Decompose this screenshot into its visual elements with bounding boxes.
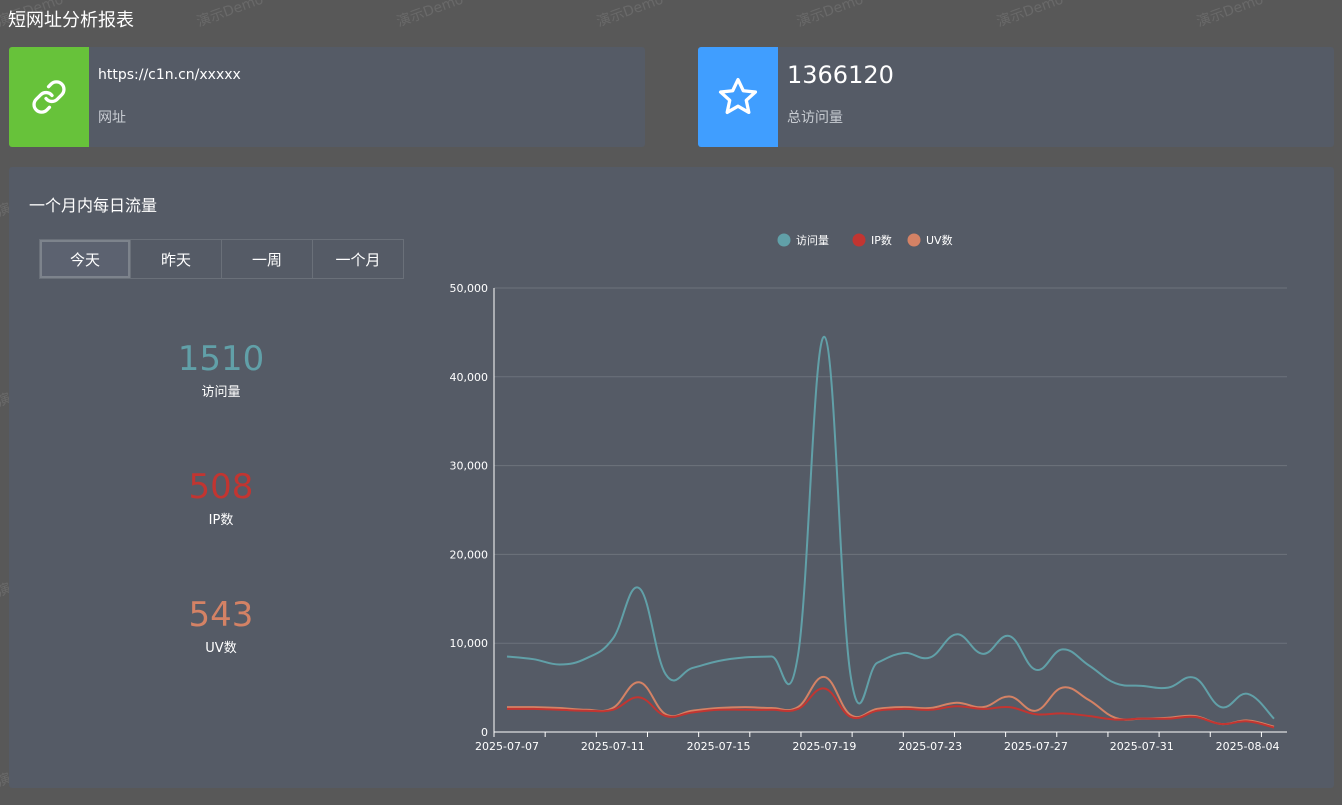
x-tick-label: 2025-07-27 xyxy=(1004,740,1068,753)
watermark-text: 演示Demo xyxy=(594,0,666,31)
tab-today[interactable]: 今天 xyxy=(40,240,131,278)
legend-marker-2 xyxy=(907,233,921,247)
link-icon-box xyxy=(9,47,89,147)
url-card: https://c1n.cn/xxxxx 网址 xyxy=(9,47,645,147)
stat-unique-visitors: 543 UV数 xyxy=(121,595,321,656)
watermark-text: 演示Demo xyxy=(994,0,1066,31)
watermark-text: 演示Demo xyxy=(394,0,466,31)
page-title: 短网址分析报表 xyxy=(8,10,134,31)
watermark-text: 演示Demo xyxy=(194,0,266,31)
x-tick-label: 2025-07-31 xyxy=(1110,740,1174,753)
x-tick-label: 2025-07-23 xyxy=(898,740,962,753)
watermark-text: 演示Demo xyxy=(794,0,866,31)
x-tick-label: 2025-08-04 xyxy=(1216,740,1280,753)
series-line-1 xyxy=(506,687,1275,729)
series-line-0 xyxy=(506,335,1275,720)
y-tick-label: 50,000 xyxy=(450,282,489,295)
x-tick-label: 2025-07-07 xyxy=(475,740,539,753)
legend-label-2: UV数 xyxy=(926,234,953,247)
y-tick-label: 40,000 xyxy=(450,371,489,384)
total-visits-label: 总访问量 xyxy=(787,110,843,126)
url-value[interactable]: https://c1n.cn/xxxxx xyxy=(98,67,241,83)
legend-marker-1 xyxy=(852,233,866,247)
total-visits-card: 1366120 总访问量 xyxy=(698,47,1334,147)
stat-ip-count: 508 IP数 xyxy=(121,467,321,528)
url-label: 网址 xyxy=(98,110,126,126)
x-tick-label: 2025-07-15 xyxy=(687,740,751,753)
stat-page-views: 1510 访问量 xyxy=(121,339,321,400)
legend-label-0: 访问量 xyxy=(796,234,829,247)
period-tabs: 今天 昨天 一周 一个月 xyxy=(39,239,404,279)
x-tick-label: 2025-07-19 xyxy=(792,740,856,753)
star-icon xyxy=(718,77,758,115)
y-tick-label: 30,000 xyxy=(450,460,489,473)
stat-ip-count-value: 508 xyxy=(188,467,254,507)
link-icon xyxy=(32,80,66,114)
tab-month[interactable]: 一个月 xyxy=(335,250,381,269)
star-icon-box xyxy=(698,47,778,147)
panel-title: 一个月内每日流量 xyxy=(29,196,158,215)
traffic-line-chart: 0 10,000 20,000 30,000 40,000 50,000 2025-07-0… xyxy=(450,233,1287,753)
watermark-text: 演示Demo xyxy=(1194,0,1266,31)
legend-marker-0 xyxy=(777,233,791,247)
stat-unique-visitors-label: UV数 xyxy=(205,641,237,656)
tab-week[interactable]: 一周 xyxy=(222,240,313,278)
stat-unique-visitors-value: 543 xyxy=(188,595,254,635)
y-tick-label: 20,000 xyxy=(450,548,489,561)
x-tick-label: 2025-07-11 xyxy=(581,740,645,753)
y-tick-label: 10,000 xyxy=(450,637,489,650)
total-visits-value: 1366120 xyxy=(787,61,894,89)
traffic-panel: 一个月内每日流量 今天 昨天 一周 一个月 1510 访问量 508 IP数 5… xyxy=(9,167,1334,788)
legend-label-1: IP数 xyxy=(871,234,892,247)
stat-ip-count-label: IP数 xyxy=(208,513,234,528)
stat-page-views-label: 访问量 xyxy=(201,385,241,400)
stat-page-views-value: 1510 xyxy=(177,339,265,379)
tab-yesterday[interactable]: 昨天 xyxy=(131,240,222,278)
y-tick-label: 0 xyxy=(481,726,488,739)
